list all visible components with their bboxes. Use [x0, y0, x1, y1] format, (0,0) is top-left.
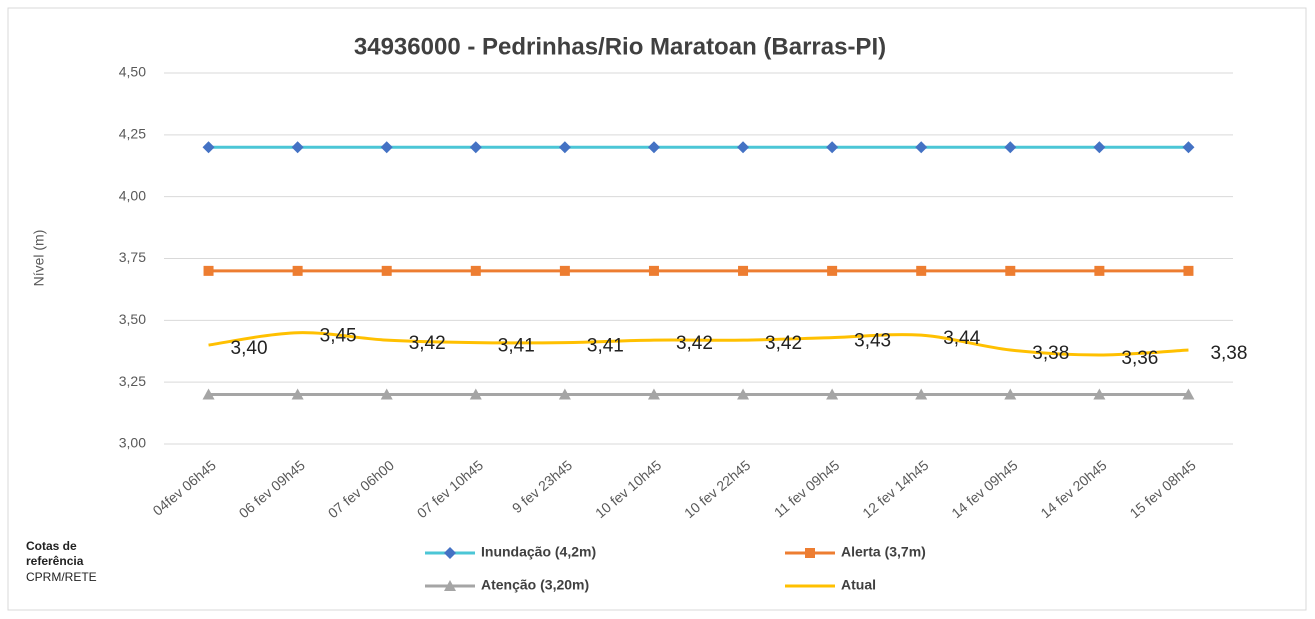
y-tick-label: 4,00: [119, 187, 146, 203]
data-point: [915, 141, 928, 154]
data-point: [469, 141, 482, 154]
data-label: 3,41: [498, 336, 535, 357]
data-point: [916, 265, 927, 276]
legend-label: Inundação (4,2m): [481, 544, 596, 560]
data-point: [203, 265, 214, 276]
legend-label: Atual: [841, 577, 876, 593]
data-label: 3,42: [765, 333, 802, 354]
data-label: 3,41: [587, 336, 624, 357]
chart-frame: [7, 7, 1307, 611]
data-point: [826, 141, 839, 154]
data-label: 3,42: [409, 333, 446, 354]
data-point: [1094, 265, 1105, 276]
data-point: [1093, 141, 1106, 154]
data-point: [826, 388, 839, 400]
chart-title: 34936000 - Pedrinhas/Rio Maratoan (Barra…: [354, 33, 886, 60]
data-point: [1183, 265, 1194, 276]
annotation: Cotas de: [26, 539, 77, 553]
data-label: 3,38: [1032, 343, 1069, 364]
data-point: [292, 265, 303, 276]
data-point: [647, 141, 660, 154]
data-label: 3,45: [320, 326, 357, 347]
y-tick-label: 3,25: [119, 373, 146, 389]
annotation: referência: [26, 554, 84, 568]
data-point: [738, 265, 749, 276]
data-point: [647, 388, 660, 400]
data-point: [1093, 388, 1106, 400]
data-label: 3,38: [1210, 343, 1247, 364]
data-label: 3,42: [676, 333, 713, 354]
legend-label: Atenção (3,20m): [481, 577, 589, 593]
data-point: [559, 265, 570, 276]
data-label: 3,44: [943, 328, 980, 349]
data-point: [827, 265, 838, 276]
data-point: [291, 388, 304, 400]
data-point: [737, 388, 750, 400]
legend-marker: [444, 547, 456, 559]
data-label: 3,36: [1121, 348, 1158, 369]
data-point: [1182, 141, 1195, 154]
data-point: [202, 388, 215, 400]
data-point: [915, 388, 928, 400]
data-point: [469, 388, 482, 400]
y-tick-label: 3,75: [119, 249, 146, 265]
data-point: [380, 141, 393, 154]
data-point: [1004, 141, 1017, 154]
series-line: [208, 331, 1189, 357]
data-label: 3,43: [854, 331, 891, 352]
y-tick-label: 3,00: [119, 435, 146, 451]
data-point: [202, 141, 215, 154]
y-tick-label: 3,50: [119, 311, 146, 327]
data-point: [558, 141, 571, 154]
data-point: [380, 388, 393, 400]
data-point: [1005, 265, 1016, 276]
legend-marker: [805, 548, 815, 558]
data-point: [381, 265, 392, 276]
y-axis-label: Nível (m): [31, 230, 47, 287]
data-point: [1004, 388, 1017, 400]
y-tick-label: 4,50: [119, 64, 146, 80]
legend-marker: [444, 580, 456, 591]
data-label: 3,40: [231, 338, 268, 359]
legend-label: Alerta (3,7m): [841, 544, 926, 560]
annotation: CPRM/RETE: [26, 570, 97, 584]
data-point: [737, 141, 750, 154]
data-point: [558, 388, 571, 400]
data-point: [648, 265, 659, 276]
data-point: [1182, 388, 1195, 400]
data-point: [291, 141, 304, 154]
y-tick-label: 4,25: [119, 126, 146, 142]
data-point: [470, 265, 481, 276]
